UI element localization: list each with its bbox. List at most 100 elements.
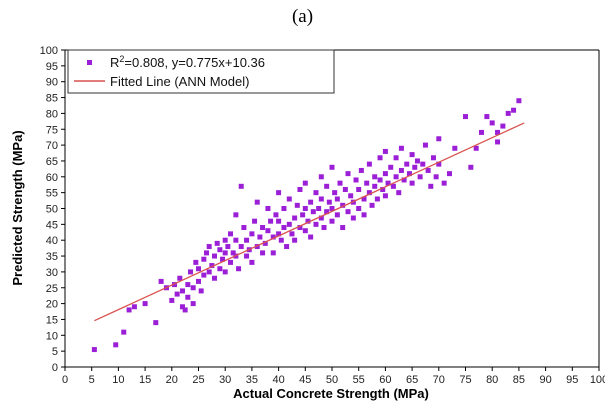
data-point bbox=[158, 278, 164, 284]
x-tick-label: 5 bbox=[89, 374, 95, 386]
data-point bbox=[356, 206, 362, 211]
data-point bbox=[268, 218, 274, 224]
data-point bbox=[364, 180, 370, 186]
data-point bbox=[276, 231, 282, 237]
data-point bbox=[294, 202, 300, 208]
data-point bbox=[177, 275, 183, 281]
data-point bbox=[238, 244, 244, 250]
data-point bbox=[121, 329, 127, 335]
data-point bbox=[302, 180, 308, 186]
data-point bbox=[329, 218, 335, 224]
data-point bbox=[318, 196, 324, 202]
data-point bbox=[179, 288, 185, 294]
data-point bbox=[484, 114, 490, 120]
data-point bbox=[190, 301, 196, 307]
data-point bbox=[511, 107, 517, 113]
data-point bbox=[284, 244, 290, 250]
y-tick-label: 25 bbox=[46, 283, 58, 295]
data-point bbox=[318, 174, 324, 180]
data-point bbox=[249, 231, 255, 237]
data-point bbox=[361, 196, 367, 202]
data-point bbox=[409, 180, 415, 186]
data-point bbox=[236, 266, 242, 272]
data-point bbox=[198, 288, 204, 294]
data-point bbox=[409, 152, 415, 158]
legend-scatter-label-sup: 2 bbox=[119, 54, 124, 64]
data-point bbox=[281, 206, 287, 211]
data-point bbox=[516, 98, 522, 104]
data-point bbox=[302, 228, 308, 234]
data-point bbox=[396, 190, 402, 196]
y-tick-label: 85 bbox=[46, 93, 58, 105]
data-point bbox=[340, 202, 346, 208]
data-point bbox=[489, 120, 495, 126]
data-point bbox=[356, 186, 362, 192]
legend-box bbox=[67, 49, 335, 94]
data-point bbox=[292, 215, 298, 221]
data-point bbox=[201, 272, 207, 278]
data-point bbox=[468, 164, 474, 170]
data-point bbox=[430, 155, 436, 161]
data-point bbox=[249, 259, 255, 265]
y-tick-label: 90 bbox=[46, 77, 58, 89]
data-point bbox=[329, 164, 335, 170]
data-point bbox=[401, 177, 407, 183]
x-tick-label: 10 bbox=[112, 374, 124, 386]
data-point bbox=[350, 215, 356, 221]
x-tick-label: 65 bbox=[406, 374, 418, 386]
x-tick-label: 20 bbox=[166, 374, 178, 386]
data-point bbox=[353, 177, 359, 183]
data-point bbox=[500, 123, 506, 129]
data-point bbox=[185, 282, 191, 288]
data-point bbox=[417, 174, 423, 180]
data-point bbox=[196, 278, 201, 284]
data-point bbox=[326, 199, 332, 205]
data-point bbox=[187, 269, 193, 275]
data-point bbox=[244, 253, 250, 259]
data-point bbox=[265, 206, 271, 211]
data-point bbox=[441, 180, 447, 186]
data-point bbox=[313, 221, 319, 227]
data-point bbox=[382, 193, 388, 199]
data-point bbox=[278, 237, 284, 243]
data-point bbox=[446, 171, 452, 177]
y-tick-label: 15 bbox=[46, 314, 58, 326]
data-point bbox=[190, 285, 196, 291]
data-point bbox=[286, 196, 292, 202]
y-tick-label: 10 bbox=[46, 330, 58, 342]
data-point bbox=[324, 183, 330, 189]
data-point bbox=[228, 259, 234, 265]
data-point bbox=[436, 136, 442, 142]
y-tick-label: 30 bbox=[46, 267, 58, 279]
data-point bbox=[428, 183, 434, 189]
x-tick-label: 35 bbox=[246, 374, 258, 386]
data-point bbox=[265, 228, 271, 234]
data-point bbox=[206, 244, 212, 250]
data-point bbox=[233, 212, 239, 218]
data-point bbox=[262, 240, 268, 246]
data-point bbox=[366, 190, 372, 196]
y-tick-label: 60 bbox=[46, 172, 58, 184]
data-point bbox=[321, 225, 327, 231]
y-tick-label: 55 bbox=[46, 188, 58, 200]
data-point bbox=[270, 234, 276, 240]
data-point bbox=[174, 291, 180, 297]
tick-marks bbox=[61, 49, 600, 371]
data-point bbox=[361, 212, 367, 218]
data-point bbox=[217, 247, 223, 253]
data-point bbox=[318, 215, 324, 221]
data-point bbox=[276, 218, 282, 224]
data-point bbox=[305, 218, 311, 224]
data-point bbox=[281, 225, 287, 231]
data-point bbox=[340, 225, 346, 231]
data-point bbox=[332, 190, 338, 196]
legend-scatter-label: R2=0.808, y=0.775x+10.36 bbox=[110, 54, 265, 70]
x-tick-label: 55 bbox=[353, 374, 365, 386]
data-point bbox=[153, 320, 159, 326]
legend-scatter-marker bbox=[87, 60, 92, 65]
legend-fitted-line-label: Fitted Line (ANN Model) bbox=[110, 74, 249, 89]
data-point bbox=[297, 225, 303, 231]
data-point bbox=[358, 167, 364, 173]
data-point bbox=[334, 196, 340, 202]
